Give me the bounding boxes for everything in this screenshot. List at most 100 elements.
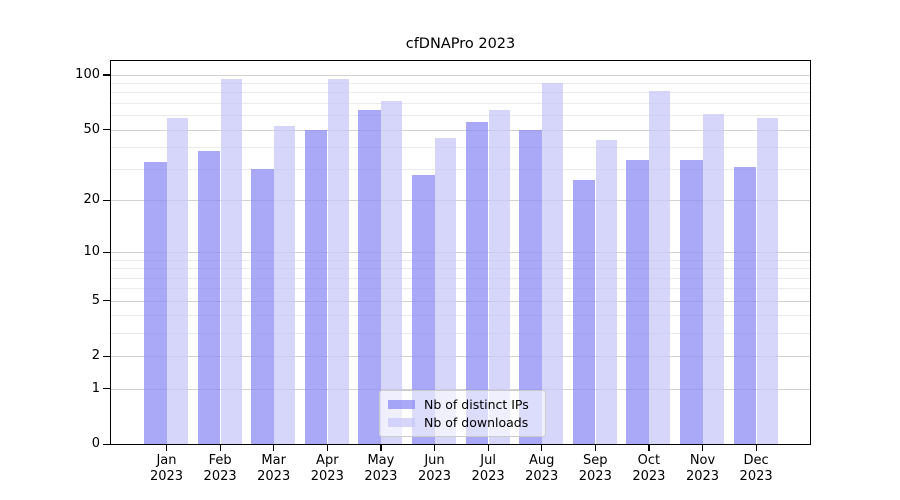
month-label: Feb	[208, 453, 232, 468]
gridline-minor	[111, 259, 810, 261]
gridline-minor	[111, 333, 810, 335]
bar-downloads-feb	[220, 78, 242, 444]
year-label: 2023	[471, 468, 505, 484]
x-axis-tick	[487, 445, 489, 451]
bar-downloads-oct	[649, 90, 671, 444]
x-tick-label-sep: Sep 2023	[563, 453, 627, 484]
month-label: Jan	[156, 453, 177, 468]
y-axis-tick	[103, 300, 110, 302]
plot-area	[110, 60, 811, 445]
bar-ips-dec	[733, 166, 757, 444]
bar-ips-oct	[626, 159, 649, 444]
bar-downloads-mar	[274, 126, 296, 444]
y-axis-tick	[103, 443, 110, 445]
gridline-minor	[111, 277, 810, 279]
bar-ips-sep	[572, 180, 596, 444]
gridline-minor	[111, 315, 810, 317]
bar-ips-feb	[197, 150, 221, 444]
x-axis-tick	[219, 445, 221, 451]
year-label: 2023	[310, 468, 344, 484]
bar-ips-apr	[304, 129, 328, 444]
gridline-major	[111, 74, 810, 76]
y-tick-label: 100	[75, 66, 100, 82]
legend-color-patch	[388, 400, 415, 409]
legend-color-patch	[388, 418, 415, 427]
x-tick-label-jan: Jan 2023	[135, 453, 199, 484]
y-tick-label: 10	[83, 244, 100, 260]
gridline-minor	[111, 115, 810, 117]
x-axis-tick	[166, 445, 168, 451]
bar-downloads-jul	[488, 110, 510, 444]
x-tick-label-feb: Feb 2023	[188, 453, 252, 484]
bar-ips-jun	[412, 174, 435, 444]
bar-downloads-sep	[595, 139, 617, 444]
year-label: 2023	[149, 468, 184, 484]
y-tick-label: 2	[91, 348, 100, 364]
x-tick-label-aug: Aug 2023	[510, 453, 574, 484]
gridline-major	[111, 129, 810, 131]
y-axis-tick	[103, 388, 110, 390]
x-tick-label-nov: Nov 2023	[671, 453, 735, 484]
y-tick-label: 50	[83, 121, 100, 137]
month-label: Nov	[689, 453, 716, 468]
bar-downloads-may	[381, 100, 403, 444]
bar-ips-mar	[251, 169, 274, 444]
bar-ips-jan	[144, 161, 167, 444]
month-label: Jun	[424, 453, 445, 468]
bar-downloads-aug	[542, 83, 564, 444]
bar-ips-jul	[465, 122, 489, 444]
year-label: 2023	[417, 468, 452, 484]
gridline-minor	[111, 103, 810, 104]
y-tick-label: 5	[91, 292, 100, 308]
gridline-minor	[111, 288, 810, 290]
legend-row-downloads: Nb of downloads	[380, 414, 545, 431]
gridline-major	[111, 300, 810, 302]
gridline-minor	[111, 146, 810, 148]
legend-label: Nb of downloads	[424, 415, 529, 430]
gridline-major	[111, 200, 810, 202]
year-label: 2023	[632, 468, 666, 484]
x-tick-label-apr: Apr 2023	[295, 453, 359, 484]
x-axis-tick	[380, 445, 382, 451]
y-axis-tick	[103, 74, 110, 76]
legend-row-distinct-ips: Nb of distinct IPs	[380, 396, 545, 413]
month-label: Oct	[637, 453, 661, 468]
month-label: May	[367, 453, 395, 468]
x-tick-label-jun: Jun 2023	[403, 453, 467, 484]
gridline-major	[111, 252, 810, 254]
bar-ips-nov	[680, 159, 703, 444]
bar-downloads-jun	[435, 137, 456, 444]
y-axis-tick	[103, 129, 110, 131]
x-axis-tick	[273, 445, 275, 451]
x-tick-label-oct: Oct 2023	[617, 453, 681, 484]
bar-ips-may	[358, 110, 381, 444]
gridline-minor	[111, 268, 810, 270]
bar-downloads-apr	[327, 78, 349, 444]
bar-downloads-dec	[756, 117, 778, 444]
month-label: Apr	[316, 453, 339, 468]
month-label: Sep	[583, 453, 608, 468]
y-axis-tick	[103, 251, 110, 253]
y-tick-label: 1	[91, 380, 100, 396]
legend: Nb of distinct IPs Nb of downloads	[379, 390, 546, 437]
x-axis-tick	[326, 445, 329, 451]
gridline-minor	[111, 83, 810, 85]
y-tick-label: 20	[83, 192, 100, 208]
y-tick-label: 0	[91, 436, 100, 451]
year-label: 2023	[685, 468, 720, 484]
year-label: 2023	[203, 468, 237, 484]
bar-downloads-jan	[167, 117, 188, 444]
x-tick-label-may: May 2023	[349, 453, 413, 484]
month-label: Dec	[743, 453, 769, 468]
gridline-minor	[111, 92, 810, 94]
gridline-major	[111, 356, 810, 358]
year-label: 2023	[257, 468, 291, 484]
month-label: Aug	[528, 453, 555, 468]
x-axis-tick	[648, 445, 650, 451]
x-axis-tick	[702, 445, 704, 451]
month-label: Mar	[261, 453, 286, 468]
x-tick-label-mar: Mar 2023	[242, 453, 306, 484]
y-axis-tick	[103, 199, 110, 202]
year-label: 2023	[364, 468, 398, 484]
year-label: 2023	[739, 468, 773, 484]
